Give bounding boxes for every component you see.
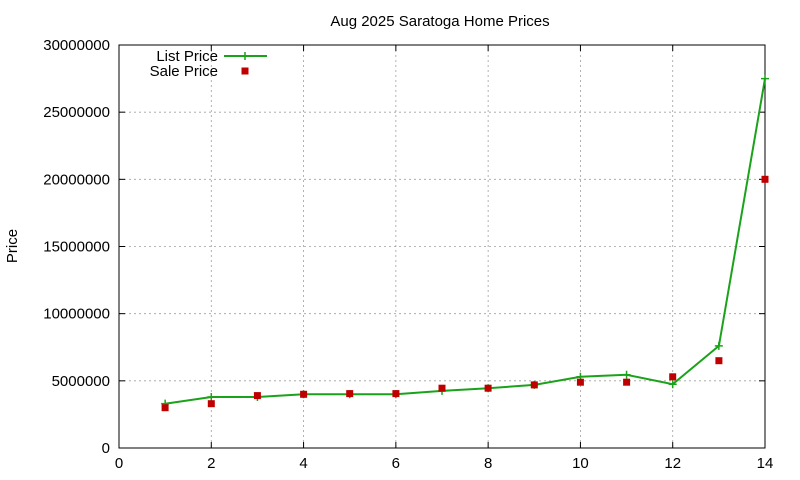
series-layer xyxy=(161,74,769,412)
list-price-point xyxy=(622,370,631,379)
tick-labels: 0 2 4 6 8 10 12 14 0 5000000 10000000 15000000 20000… xyxy=(43,37,773,472)
legend-label-list-price: List Price xyxy=(156,48,218,65)
y-tick-label: 0 xyxy=(102,440,110,457)
sale-price-point xyxy=(300,390,308,398)
x-tick-label: 12 xyxy=(664,455,681,472)
x-tick-label: 10 xyxy=(572,455,589,472)
sale-price-point xyxy=(715,357,723,365)
y-tick-label: 5000000 xyxy=(52,373,110,390)
sale-price-point xyxy=(623,378,631,386)
y-tick-label: 15000000 xyxy=(43,239,110,256)
sale-price-point xyxy=(207,400,215,408)
x-tick-label: 4 xyxy=(299,455,307,472)
plot-frame xyxy=(118,44,766,449)
legend: List Price Sale Price xyxy=(150,48,267,80)
sale-price-point xyxy=(438,384,446,392)
list-price-point xyxy=(668,380,677,389)
y-tick-label: 25000000 xyxy=(43,104,110,121)
sale-price-point xyxy=(161,404,169,412)
legend-marker-list-price xyxy=(241,52,249,60)
list-price-line xyxy=(164,78,766,405)
y-axis-label: Price xyxy=(4,229,21,263)
list-price-point xyxy=(207,392,216,401)
chart-title: Aug 2025 Saratoga Home Prices xyxy=(330,13,549,30)
sale-price-point xyxy=(761,175,769,183)
list-price-point xyxy=(714,341,723,350)
x-tick-label: 8 xyxy=(484,455,492,472)
sale-price-point xyxy=(346,390,354,398)
x-tick-label: 6 xyxy=(392,455,400,472)
legend-marker-sale-price xyxy=(241,67,249,75)
sale-price-point xyxy=(392,390,400,398)
legend-label-sale-price: Sale Price xyxy=(150,63,218,80)
list-price-point xyxy=(761,74,769,83)
sale-price-point xyxy=(669,373,677,381)
x-tick-label: 2 xyxy=(207,455,215,472)
y-tick-label: 20000000 xyxy=(43,171,110,188)
sale-price-point xyxy=(576,378,584,386)
sale-price-point xyxy=(484,384,492,392)
sale-price-point xyxy=(530,381,538,389)
y-tick-label: 10000000 xyxy=(43,306,110,323)
y-tick-label: 30000000 xyxy=(43,37,110,54)
x-tick-label: 0 xyxy=(115,455,123,472)
x-tick-label: 14 xyxy=(757,455,774,472)
sale-price-point xyxy=(253,392,261,400)
